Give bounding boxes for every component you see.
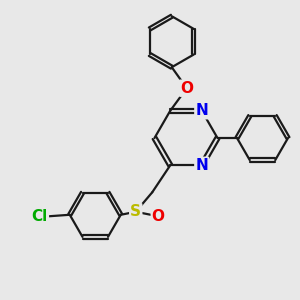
Text: O: O [152, 209, 165, 224]
Text: O: O [180, 81, 193, 96]
Text: N: N [195, 158, 208, 173]
Text: Cl: Cl [32, 209, 48, 224]
Text: S: S [130, 204, 141, 219]
Text: N: N [195, 103, 208, 118]
